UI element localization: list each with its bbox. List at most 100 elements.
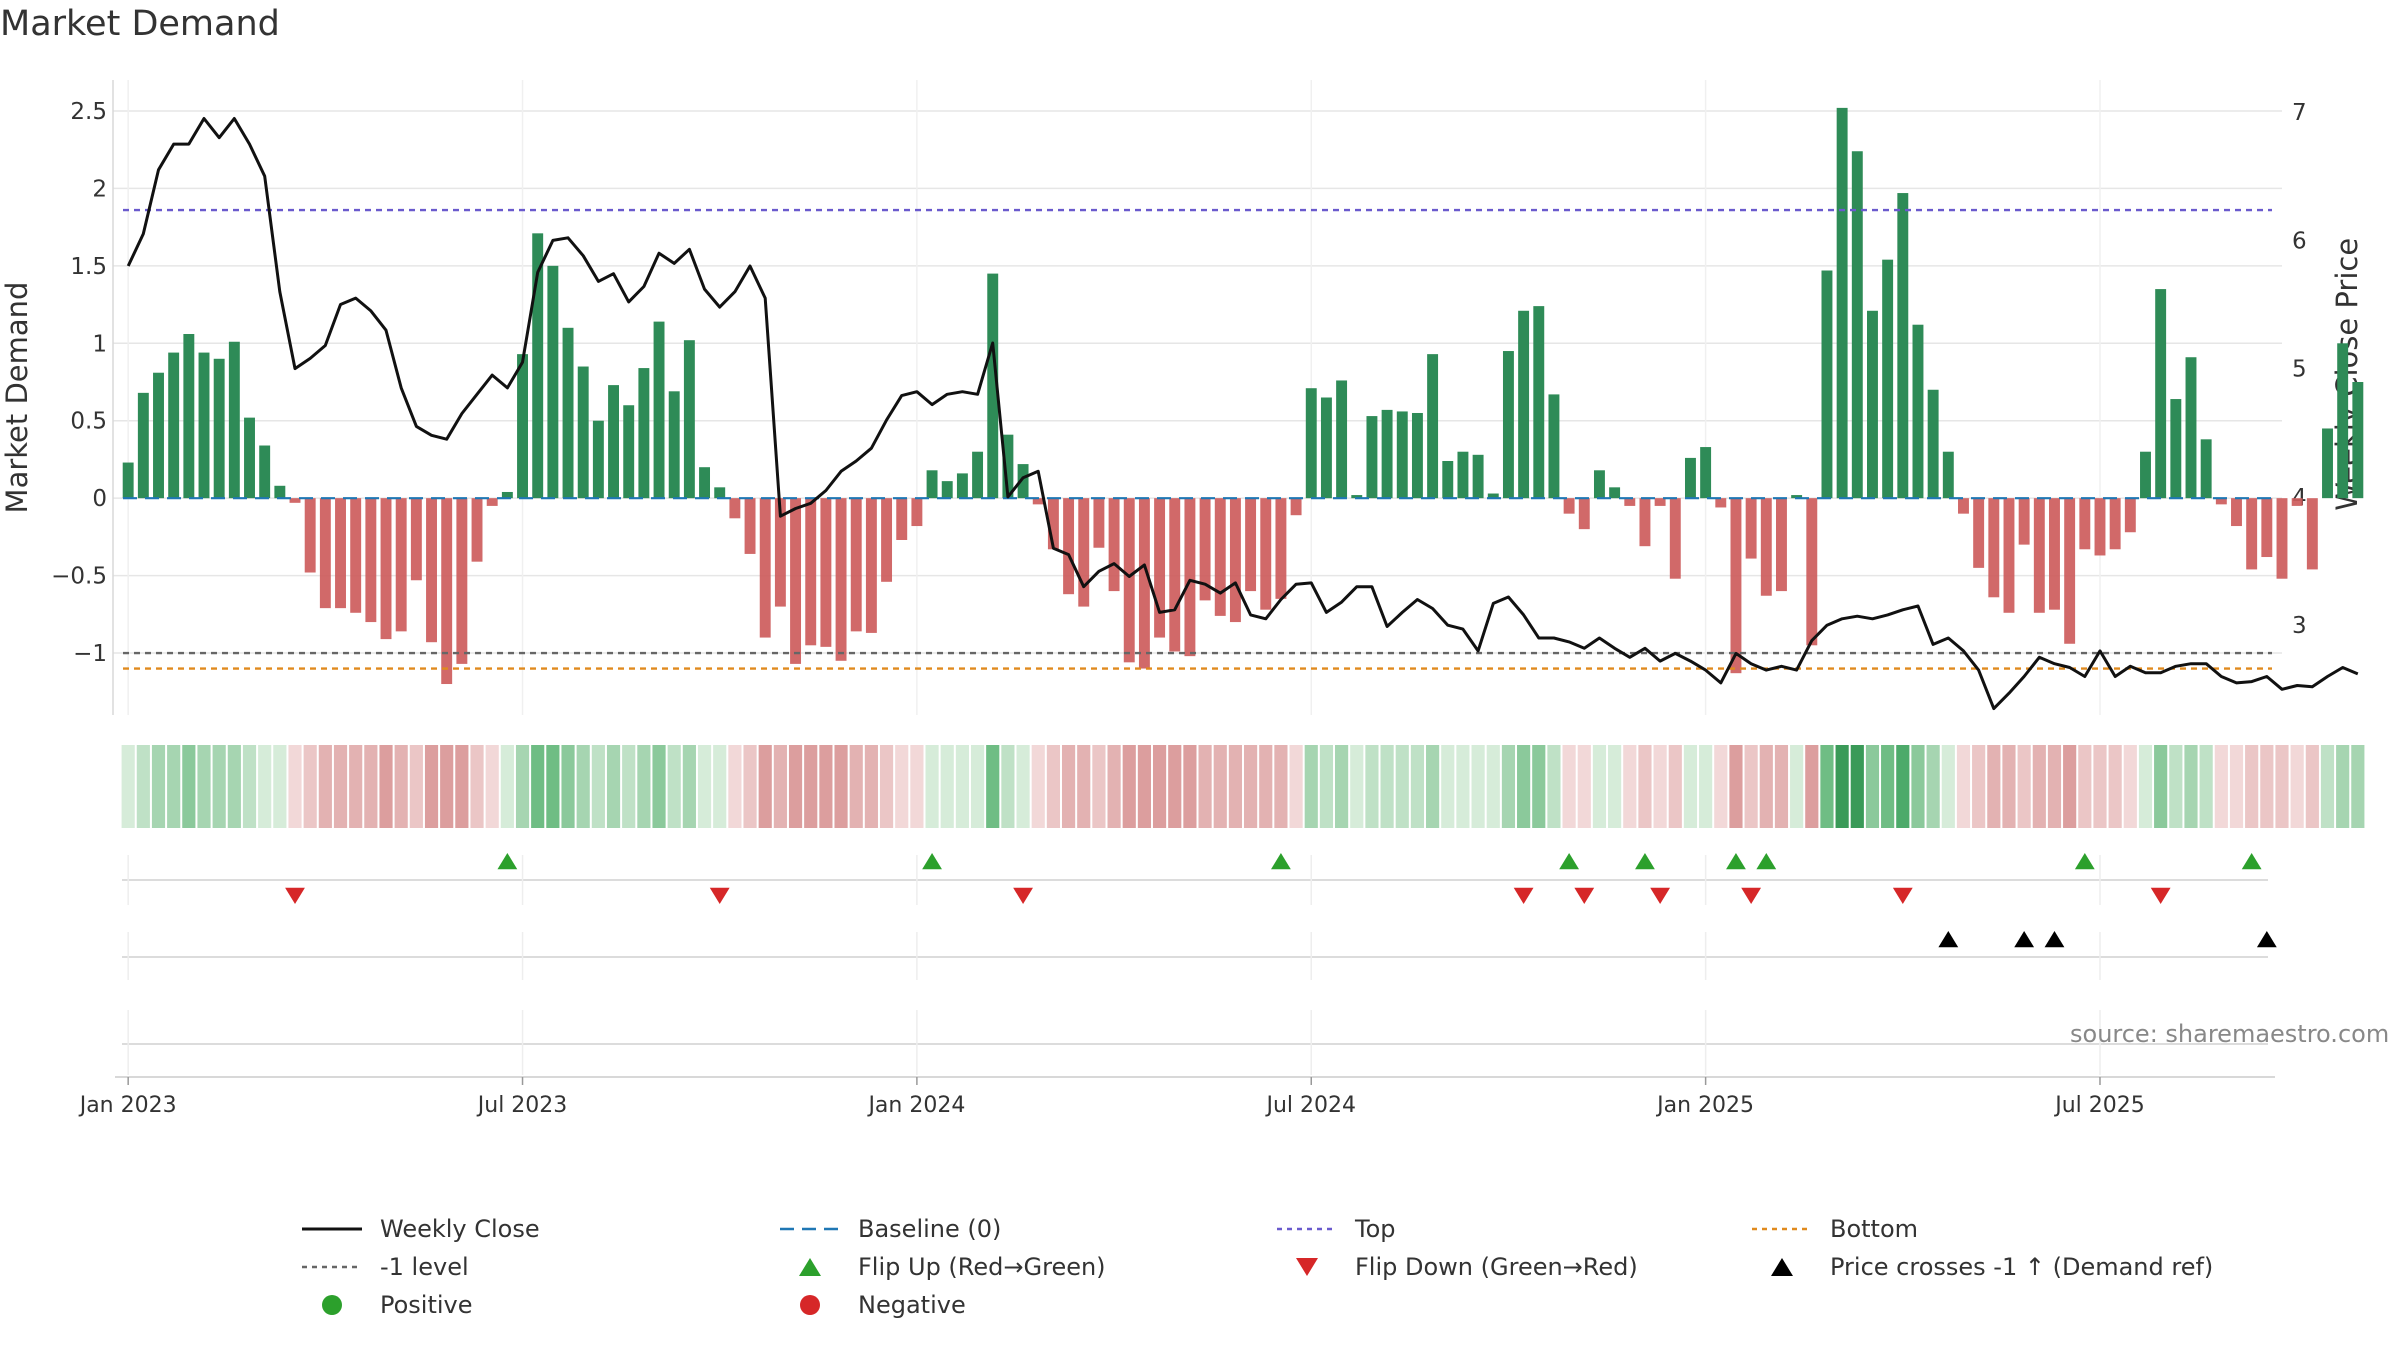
heat-cell	[1926, 745, 1940, 828]
demand-bar	[759, 498, 771, 638]
legend-swatch	[302, 1227, 362, 1231]
demand-bar	[805, 498, 817, 646]
heat-cell	[1562, 745, 1576, 828]
demand-bar	[1442, 461, 1454, 499]
price-cross-marker	[2044, 931, 2065, 948]
y-tick-label: 0.5	[70, 409, 107, 435]
demand-bar	[577, 366, 589, 499]
demand-bar	[2064, 498, 2076, 644]
price-cross-marker	[1938, 931, 1959, 948]
demand-bar	[1078, 498, 1090, 607]
heat-cell	[1137, 745, 1151, 828]
demand-bar	[319, 498, 331, 609]
y2-tick-label: 6	[2292, 228, 2307, 254]
heat-cell	[1061, 745, 1076, 828]
heat-cell	[2093, 745, 2107, 828]
flip-up-marker	[922, 853, 942, 870]
demand-bar	[486, 498, 498, 506]
flip-down-marker	[1574, 887, 1595, 904]
demand-bar	[1518, 310, 1530, 499]
demand-bar	[1305, 388, 1317, 499]
heat-cell	[1592, 745, 1607, 828]
demand-bar	[1836, 107, 1848, 499]
demand-bar	[456, 498, 468, 664]
heat-cell	[1456, 745, 1470, 828]
heat-cell	[986, 745, 1000, 828]
demand-bar	[1002, 434, 1014, 499]
demand-bar	[1760, 498, 1772, 596]
heat-cell	[1835, 745, 1849, 828]
flip-down-marker	[1650, 887, 1671, 904]
demand-bar	[972, 451, 984, 499]
demand-bar	[1593, 470, 1605, 499]
demand-bar	[1169, 498, 1181, 652]
heat-cell	[2138, 745, 2153, 828]
demand-bar	[1821, 270, 1833, 499]
demand-bar	[956, 473, 968, 499]
heat-cell	[940, 745, 954, 828]
demand-bar	[274, 485, 286, 499]
legend-label: Price crosses -1 ↑ (Demand ref)	[1830, 1253, 2214, 1281]
legend-item: Negative	[778, 1286, 966, 1324]
demand-bar	[1973, 498, 1985, 568]
heat-cell	[1790, 745, 1804, 828]
demand-bar	[2079, 498, 2091, 550]
heat-cell	[1865, 745, 1880, 828]
demand-bar	[2033, 498, 2045, 613]
heat-cell	[1168, 745, 1182, 828]
demand-bar	[1851, 151, 1863, 499]
y-tick-label: −1	[73, 641, 107, 667]
y-tick-label: 2	[92, 176, 107, 202]
demand-bar	[835, 498, 847, 661]
demand-bar	[1047, 498, 1059, 550]
heat-cell	[515, 745, 530, 828]
demand-bar	[547, 265, 559, 499]
demand-bar	[289, 498, 301, 503]
demand-bar	[1700, 447, 1712, 499]
flip-down-marker	[1513, 887, 1534, 904]
x-tick-label: Jan 2025	[1655, 1093, 1754, 1118]
heat-cell	[1274, 745, 1288, 828]
y2-tick-label: 4	[2292, 485, 2307, 511]
heat-cell	[151, 745, 166, 828]
demand-bar	[2231, 498, 2242, 527]
heat-cell	[1608, 745, 1622, 828]
flip-up-marker	[1559, 853, 1580, 870]
demand-bar	[608, 385, 619, 499]
demand-bar	[2109, 498, 2121, 550]
heat-cell	[1729, 745, 1743, 828]
heat-cell	[2169, 745, 2183, 828]
heat-cell	[394, 745, 408, 828]
demand-bar	[335, 498, 346, 609]
heat-cell	[1122, 745, 1136, 828]
heat-cell	[212, 745, 226, 828]
demand-bar	[744, 498, 756, 554]
demand-bar	[1624, 498, 1636, 506]
legend-swatch-shape	[799, 1258, 821, 1276]
y-axis-label: Market Demand	[0, 282, 34, 514]
heat-cell	[1850, 745, 1864, 828]
heat-cell	[1319, 745, 1334, 828]
heat-cell	[819, 745, 833, 828]
heat-cell	[379, 745, 393, 828]
heat-cell	[470, 745, 484, 828]
demand-bar	[1806, 498, 1818, 646]
heat-cell	[2017, 745, 2031, 828]
heat-cell	[1714, 745, 1728, 828]
demand-bar	[168, 352, 180, 499]
heat-cell	[758, 745, 772, 828]
y-tick-label: 1.5	[70, 254, 107, 280]
heat-cell	[606, 745, 621, 828]
demand-bar	[987, 273, 999, 499]
heat-cell	[1335, 745, 1349, 828]
heat-cell	[1820, 745, 1834, 828]
demand-bar	[304, 498, 316, 573]
y2-tick-label: 7	[2292, 100, 2307, 126]
heat-cell	[682, 745, 696, 828]
legend-swatch-shape	[1296, 1258, 1318, 1276]
demand-bar	[2003, 498, 2015, 613]
heat-cell	[546, 745, 560, 828]
demand-bar	[1942, 451, 1954, 499]
heat-cell	[197, 745, 211, 828]
legend-swatch	[1752, 1227, 1812, 1231]
